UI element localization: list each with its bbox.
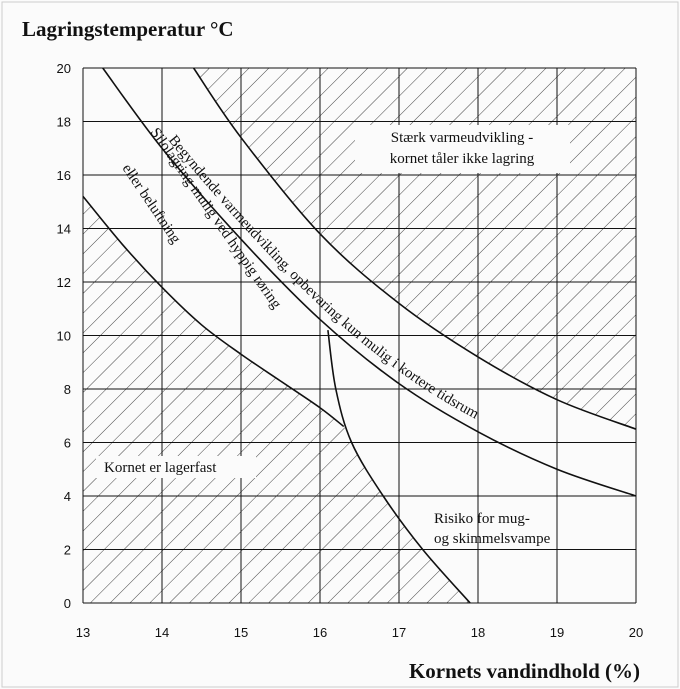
x-tick-label: 20 <box>629 625 643 640</box>
y-tick-label: 18 <box>57 115 71 130</box>
chart-title: Lagringstemperatur °C <box>22 17 234 41</box>
y-tick-label: 2 <box>64 543 71 558</box>
x-axis-label: Kornets vandindhold (%) <box>409 659 640 683</box>
x-tick-label: 15 <box>234 625 248 640</box>
annotation: og skimmelsvampe <box>434 531 551 547</box>
curve <box>192 67 637 430</box>
y-tick-label: 20 <box>57 61 71 76</box>
annotation: Kornet er lagerfast <box>104 460 217 476</box>
y-tick-label: 8 <box>64 382 71 397</box>
label-bg <box>355 125 570 173</box>
y-tick-label: 16 <box>57 168 71 183</box>
y-tick-label: 0 <box>64 596 71 611</box>
y-tick-label: 6 <box>64 436 71 451</box>
annotation: Risiko for mug- <box>434 511 530 527</box>
annotation: kornet tåler ikke lagring <box>390 151 535 167</box>
x-tick-label: 19 <box>550 625 564 640</box>
y-tick-label: 14 <box>57 222 71 237</box>
y-tick-label: 4 <box>64 489 71 504</box>
x-tick-label: 13 <box>76 625 90 640</box>
curve <box>82 195 345 428</box>
hatch-region <box>83 196 471 603</box>
x-tick-label: 16 <box>313 625 327 640</box>
x-tick-label: 14 <box>155 625 169 640</box>
y-tick-label: 10 <box>57 329 71 344</box>
curve <box>102 67 637 497</box>
y-tick-label: 12 <box>57 275 71 290</box>
annotation: eller beluftning <box>119 161 184 247</box>
label-bg <box>96 456 256 478</box>
x-tick-label: 17 <box>392 625 406 640</box>
x-tick-label: 18 <box>471 625 485 640</box>
annotation: Stærk varmeudvikling - <box>391 130 534 146</box>
curve <box>327 330 471 604</box>
